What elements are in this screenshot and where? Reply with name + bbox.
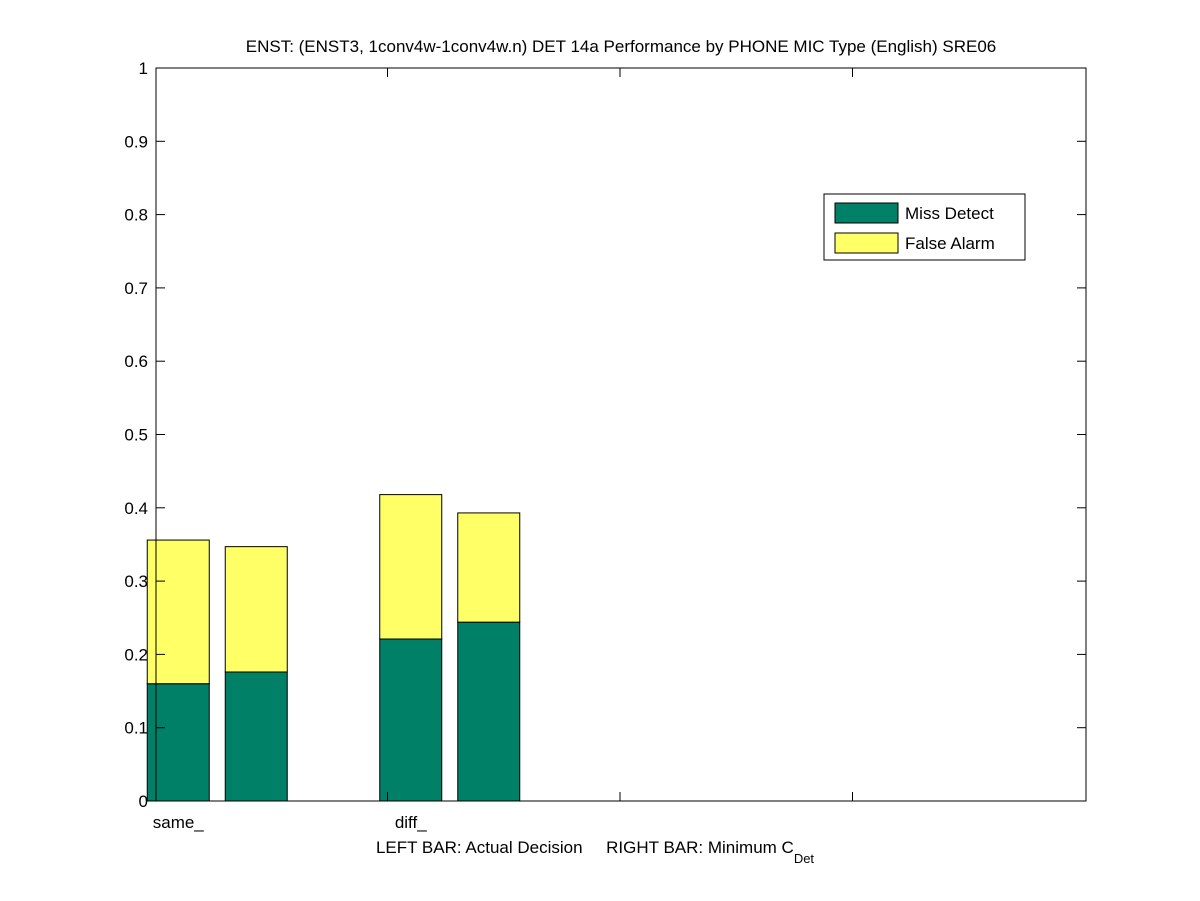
y-tick-label: 0.7 <box>124 279 148 298</box>
bar-diff-actual-miss <box>379 638 443 802</box>
y-tick-label: 0.2 <box>124 645 148 664</box>
ticks-group <box>156 67 1086 802</box>
legend-swatch-fa <box>834 232 899 254</box>
legend-swatch-miss <box>834 202 899 224</box>
bar-diff-minimum-fa <box>457 512 521 623</box>
y-tick-label: 0.4 <box>124 499 148 518</box>
y-tick-label: 0.6 <box>124 352 148 371</box>
x-tick-label-same: same_ <box>153 813 205 832</box>
x-axis-label-subscript: Det <box>794 851 815 866</box>
y-tick-label: 1 <box>139 59 148 78</box>
bar-same-minimum-fa <box>224 546 288 673</box>
y-tick-label: 0.8 <box>124 206 148 225</box>
bar-same-minimum-miss <box>224 671 288 802</box>
bar-same-actual-fa <box>146 539 210 685</box>
y-tick-label: 0.1 <box>124 719 148 738</box>
chart-title: ENST: (ENST3, 1conv4w-1conv4w.n) DET 14a… <box>246 37 997 56</box>
y-tick-label: 0.5 <box>124 426 148 445</box>
y-tick-label: 0.3 <box>124 572 148 591</box>
x-axis-label: LEFT BAR: Actual Decision RIGHT BAR: Min… <box>376 838 814 866</box>
plot-frame <box>155 67 1087 802</box>
legend-label-fa: False Alarm <box>905 234 995 253</box>
legend: Miss Detect False Alarm <box>823 193 1026 261</box>
bar-diff-actual-fa <box>379 494 443 640</box>
bar-same-actual-miss <box>146 683 210 802</box>
y-tick-label: 0 <box>139 792 148 811</box>
legend-label-miss: Miss Detect <box>905 204 994 223</box>
y-tick-label: 0.9 <box>124 132 148 151</box>
x-tick-label-diff: diff_ <box>395 813 427 832</box>
bar-diff-minimum-miss <box>457 621 521 802</box>
x-axis-label-main: LEFT BAR: Actual Decision RIGHT BAR: Min… <box>376 838 794 857</box>
y-tick-labels: 0 0.1 0.2 0.3 0.4 0.5 0.6 0.7 0.8 0.9 1 <box>124 59 148 811</box>
x-tick-labels: same_ diff_ <box>153 813 427 832</box>
bars-group <box>146 494 521 802</box>
